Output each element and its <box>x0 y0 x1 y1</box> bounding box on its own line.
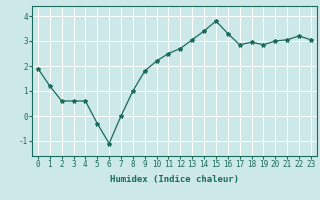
X-axis label: Humidex (Indice chaleur): Humidex (Indice chaleur) <box>110 175 239 184</box>
